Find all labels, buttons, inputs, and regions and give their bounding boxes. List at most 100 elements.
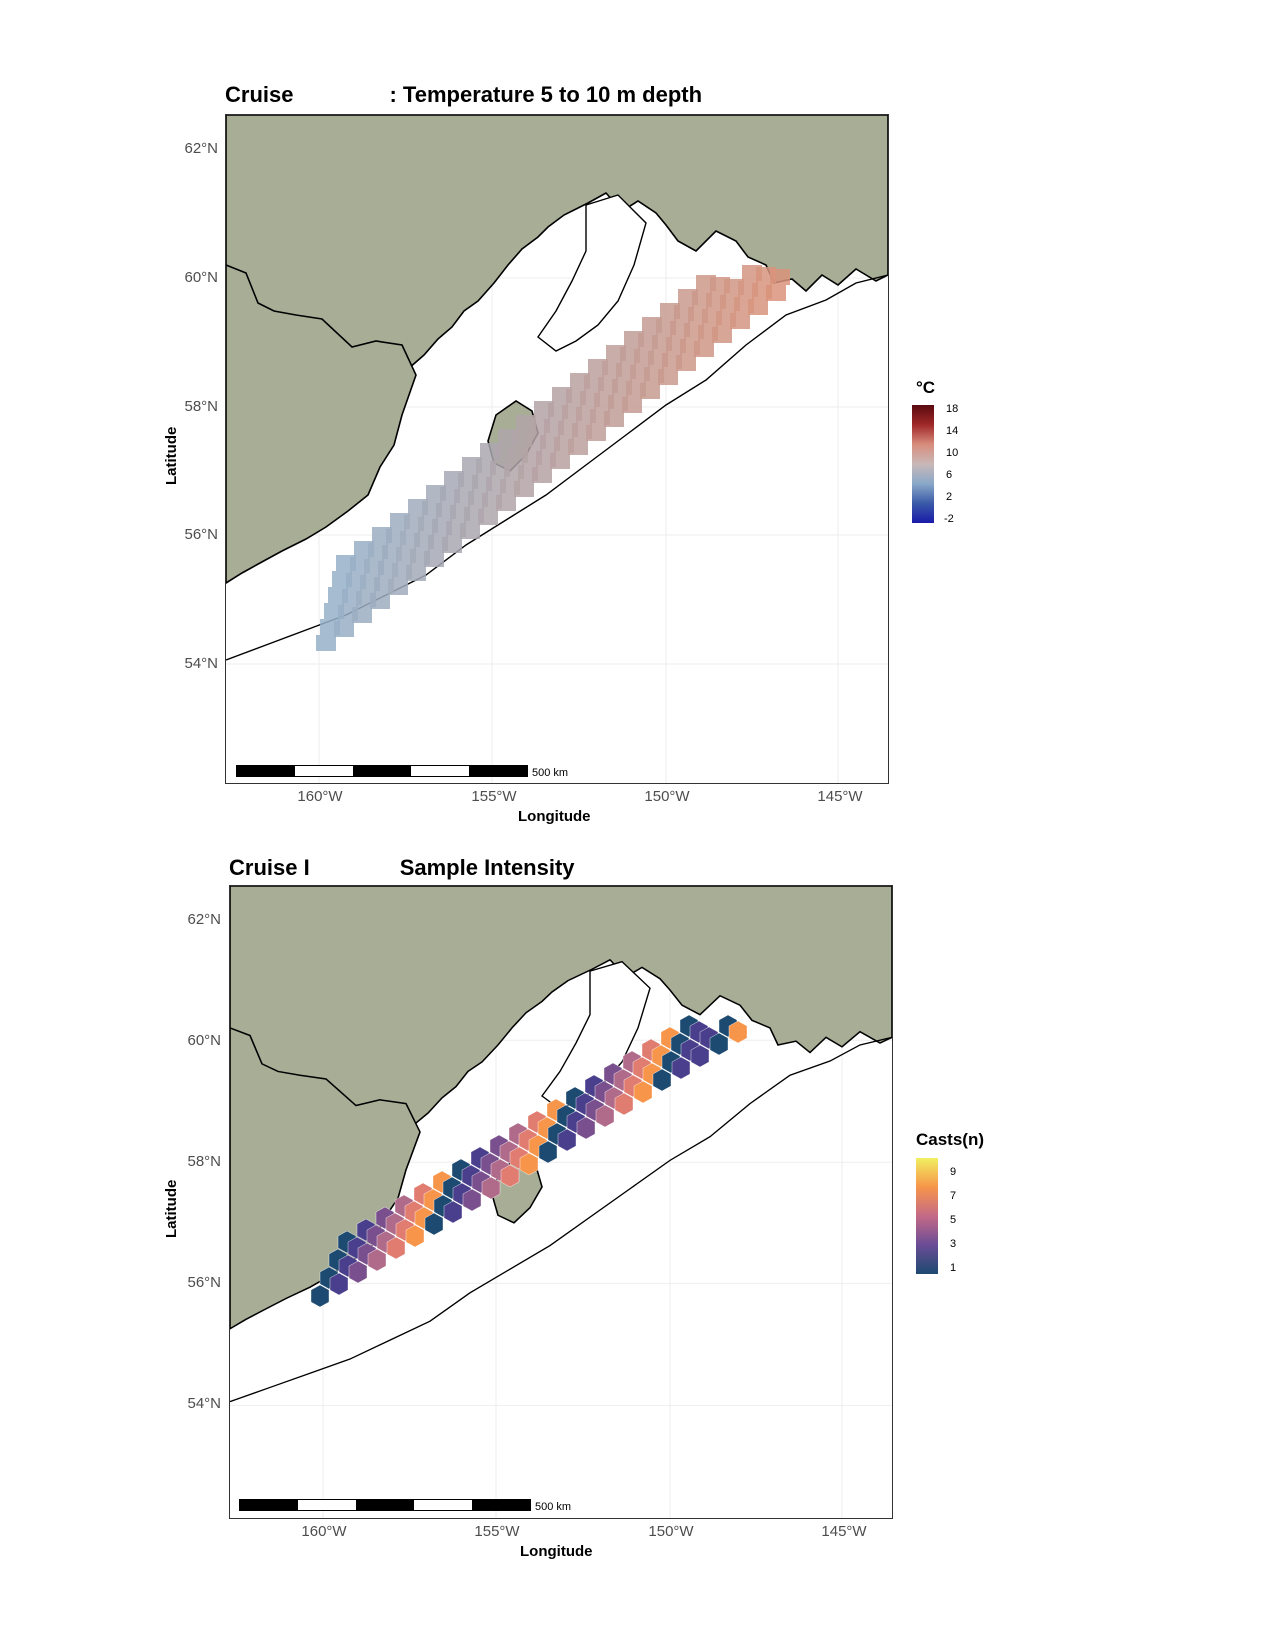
lon-tick-label: 155°W bbox=[471, 788, 517, 805]
hex-bin bbox=[709, 1032, 729, 1056]
hex-bin bbox=[386, 1236, 406, 1260]
temperature-cell bbox=[388, 579, 408, 595]
hex-bin bbox=[519, 1152, 539, 1176]
temperature-cell bbox=[770, 269, 790, 285]
legend-label: 18 bbox=[946, 403, 959, 415]
legend-title: °C bbox=[916, 378, 936, 397]
hex-bin bbox=[443, 1200, 463, 1224]
temperature-cell bbox=[676, 355, 696, 371]
map-plot-area[interactable] bbox=[229, 885, 893, 1519]
lon-tick-label: 160°W bbox=[297, 788, 343, 805]
hex-bin bbox=[424, 1212, 444, 1236]
temperature-cell bbox=[712, 327, 732, 343]
temperature-cell bbox=[640, 383, 660, 399]
lon-tick-label: 160°W bbox=[301, 1523, 347, 1540]
lat-tick-label: 62°N bbox=[184, 140, 218, 157]
scale-bar bbox=[239, 1499, 531, 1511]
scale-bar bbox=[236, 765, 528, 777]
temperature-cell bbox=[748, 299, 768, 315]
temperature-cell bbox=[424, 551, 444, 567]
lon-tick-label: 145°W bbox=[817, 788, 863, 805]
legend-label: -2 bbox=[944, 513, 954, 525]
temperature-map-panel: Cruise : Temperature 5 to 10 m depth 62°… bbox=[163, 82, 959, 825]
lat-tick-label: 58°N bbox=[187, 1153, 221, 1170]
temperature-cell bbox=[514, 481, 534, 497]
temperature-cell bbox=[496, 495, 516, 511]
temperature-cell bbox=[442, 537, 462, 553]
temperature-cell bbox=[478, 509, 498, 525]
hex-bin bbox=[500, 1164, 520, 1188]
temperature-cell bbox=[532, 467, 552, 483]
lon-tick-label: 150°W bbox=[648, 1523, 694, 1540]
x-axis-title: Longitude bbox=[520, 1543, 593, 1560]
temperature-cell bbox=[766, 285, 786, 301]
hex-bin bbox=[633, 1080, 653, 1104]
hex-bin bbox=[329, 1272, 349, 1296]
temperature-grid bbox=[316, 265, 790, 651]
temperature-cell bbox=[460, 523, 480, 539]
temperature-map bbox=[226, 115, 888, 783]
temperature-cell bbox=[334, 621, 354, 637]
hex-bin bbox=[462, 1188, 482, 1212]
lon-tick-label: 150°W bbox=[644, 788, 690, 805]
temperature-cell bbox=[550, 453, 570, 469]
lat-tick-label: 62°N bbox=[187, 911, 221, 928]
x-axis-title: Longitude bbox=[518, 808, 591, 825]
temperature-cell bbox=[730, 313, 750, 329]
hex-bin bbox=[690, 1044, 710, 1068]
legend-label: 1 bbox=[950, 1262, 957, 1274]
hexbin-layer bbox=[310, 1014, 748, 1308]
y-axis-title: Latitude bbox=[163, 1179, 180, 1238]
legend-label: 14 bbox=[946, 425, 959, 437]
hex-bin bbox=[728, 1020, 748, 1044]
temperature-cell bbox=[370, 593, 390, 609]
temperature-cell bbox=[568, 439, 588, 455]
lat-tick-label: 58°N bbox=[184, 398, 218, 415]
lon-tick-label: 145°W bbox=[821, 1523, 867, 1540]
legend-label: 10 bbox=[946, 447, 959, 459]
hex-bin bbox=[367, 1248, 387, 1272]
lat-tick-label: 56°N bbox=[187, 1274, 221, 1291]
temperature-cell bbox=[694, 341, 714, 357]
hex-bin bbox=[614, 1092, 634, 1116]
hex-bin bbox=[576, 1116, 596, 1140]
hex-bin bbox=[557, 1128, 577, 1152]
hex-bin bbox=[481, 1176, 501, 1200]
scale-bar-label: 500 km bbox=[535, 1501, 572, 1513]
basemap bbox=[226, 115, 888, 783]
legend-label: 2 bbox=[946, 491, 953, 503]
legend-label: 3 bbox=[950, 1238, 957, 1250]
lat-tick-label: 56°N bbox=[184, 526, 218, 543]
map-title: Cruise : Temperature 5 to 10 m depth bbox=[225, 82, 703, 108]
temperature-cell bbox=[406, 565, 426, 581]
hex-bin bbox=[671, 1056, 691, 1080]
basemap bbox=[230, 886, 892, 1518]
casts-color-bar bbox=[916, 1158, 938, 1274]
hex-bin bbox=[652, 1068, 672, 1092]
legend-label: 5 bbox=[950, 1214, 957, 1226]
y-axis-title: Latitude bbox=[163, 426, 180, 485]
hex-bin bbox=[310, 1284, 330, 1308]
sample-intensity-map-panel: Cruise I Sample Intensity 62°N 60°N 58°N… bbox=[0, 840, 1275, 1650]
legend-title: Casts(n) bbox=[916, 1130, 985, 1149]
legend-label: 9 bbox=[950, 1166, 957, 1178]
sample-intensity-map bbox=[230, 886, 892, 1518]
hex-bin bbox=[405, 1224, 425, 1248]
lat-tick-label: 54°N bbox=[187, 1395, 221, 1412]
cook-inlet bbox=[537, 194, 647, 352]
lon-tick-label: 155°W bbox=[474, 1523, 520, 1540]
temperature-cell bbox=[586, 425, 606, 441]
temperature-cell bbox=[658, 369, 678, 385]
legend-label: 6 bbox=[946, 469, 953, 481]
temperature-cell bbox=[316, 635, 336, 651]
temperature-color-bar bbox=[912, 405, 934, 523]
temperature-cell bbox=[604, 411, 624, 427]
map-plot-area[interactable] bbox=[225, 114, 889, 784]
temperature-cell bbox=[622, 397, 642, 413]
hex-bin bbox=[538, 1140, 558, 1164]
hex-bin bbox=[348, 1260, 368, 1284]
lat-tick-label: 60°N bbox=[184, 269, 218, 286]
lat-tick-label: 54°N bbox=[184, 655, 218, 672]
peninsula-coast bbox=[230, 1027, 421, 1330]
hex-bin bbox=[595, 1104, 615, 1128]
